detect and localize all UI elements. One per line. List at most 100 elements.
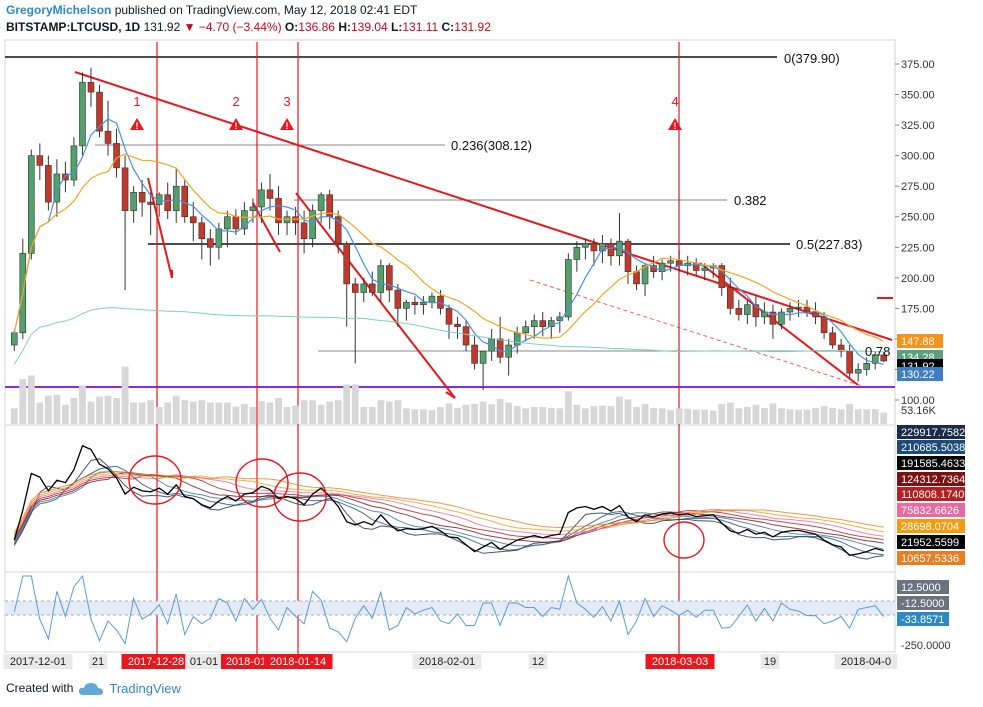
fib-label: 0.236(308.12): [451, 138, 532, 153]
y-tick-label: 350.00: [901, 90, 935, 102]
alert-icon: !: [235, 121, 238, 131]
volume-bar: [27, 375, 35, 424]
alert-icon: [130, 118, 144, 130]
time-label-bg: [121, 654, 191, 669]
volume-bar: [385, 401, 393, 424]
volume-bar: [258, 401, 265, 424]
volume-bar: [292, 405, 299, 424]
candle-body: [172, 185, 180, 211]
volume-bar: [496, 398, 504, 424]
candle-body: [752, 304, 760, 318]
highlight-circle: [128, 455, 182, 505]
candle-body: [258, 189, 265, 208]
time-label-bg: [88, 654, 108, 669]
candle-body: [428, 295, 436, 303]
osc2-badge: [897, 596, 949, 610]
volume-bar: [795, 409, 802, 424]
ribbon-price-line: [13, 444, 884, 556]
marker-number: 1: [133, 94, 140, 109]
volume-bar: [326, 401, 334, 424]
volume-bar: [726, 402, 734, 424]
volume-bar: [300, 400, 308, 424]
volume-bar: [181, 400, 189, 424]
osc-badge-label: 124312.7364: [901, 474, 965, 486]
time-label: 2018-01-14: [270, 656, 326, 668]
candle-body: [377, 265, 385, 293]
candle-body: [394, 289, 402, 309]
time-label: 2017-12-28: [128, 656, 184, 668]
osc-badge: [897, 551, 965, 565]
ribbon-line: [13, 474, 884, 537]
candle-body: [718, 265, 726, 288]
alert-icon: [280, 118, 294, 130]
marker-number: 2: [232, 94, 239, 109]
osc2-badge-label: -12.5000: [901, 598, 944, 610]
time-label-bg: [760, 654, 780, 669]
volume-bar: [283, 407, 291, 424]
volume-bar: [820, 406, 828, 424]
candle-body: [812, 311, 819, 318]
volume-bar: [658, 408, 666, 424]
volume-bar: [684, 408, 692, 424]
volume-bar: [70, 398, 78, 424]
candle-body: [283, 216, 291, 224]
published-text: published on TradingView.com, May 12, 20…: [114, 3, 418, 17]
time-label: 2018-01: [226, 656, 266, 668]
osc-badge-label: 10657.5336: [901, 553, 959, 565]
osc-badge: [897, 535, 965, 549]
volume-bar: [471, 403, 478, 424]
tradingview-cloud-icon: [79, 682, 104, 695]
volume-bar: [616, 396, 623, 424]
author-name[interactable]: GregoryMichelson: [6, 3, 112, 17]
volume-bar: [402, 408, 410, 424]
candle-body: [309, 210, 316, 240]
candle-body: [761, 311, 768, 318]
candle-body: [360, 283, 368, 293]
candle-body: [266, 189, 274, 199]
time-label-bg: [185, 654, 223, 669]
candle-body: [445, 308, 453, 325]
candle-body: [28, 155, 35, 254]
volume-bar: [19, 379, 27, 424]
volume-bar: [624, 399, 632, 424]
volume-bar: [360, 407, 368, 424]
time-label: 01-01: [190, 656, 218, 668]
volume-bar: [581, 408, 589, 424]
volume-bar: [846, 403, 854, 424]
tradingview-link[interactable]: TradingView: [109, 681, 181, 696]
close-value: 131.92: [454, 20, 491, 34]
volume-bar: [547, 407, 555, 424]
ribbon-line: [13, 471, 884, 550]
y-tick-label: 225.00: [901, 242, 935, 254]
candle-body: [582, 243, 589, 248]
volume-bar: [368, 407, 376, 424]
candle-body: [565, 259, 572, 318]
open-value: 136.86: [298, 20, 335, 34]
time-label-bg: [645, 654, 715, 669]
volume-bar: [96, 396, 103, 424]
osc-badge-label: 229917.7582: [901, 427, 965, 439]
arrow-3: [295, 192, 456, 399]
candle-body: [317, 194, 325, 211]
time-label: 12: [532, 656, 544, 668]
osc2-badge-label: -250.0000: [901, 640, 951, 652]
osc2-badge-label: 12.5000: [901, 582, 941, 594]
chart-header: GregoryMichelson published on TradingVie…: [6, 3, 417, 18]
candle-body: [241, 210, 248, 230]
down-arrow-icon: ▼: [183, 20, 196, 34]
candle-body: [121, 167, 129, 211]
volume-bar: [786, 409, 794, 424]
volume-bar: [599, 405, 606, 424]
time-axis[interactable]: 2017-12-01 21 2017-12-28 01-01 2018-01 2018-0…: [3, 654, 898, 669]
osc2-badge-label: -33.8571: [901, 614, 944, 626]
candle-body: [573, 246, 581, 260]
volume-bar: [420, 409, 427, 424]
time-label: 21: [92, 656, 104, 668]
volume-bar: [10, 408, 18, 424]
volume-bar: [590, 406, 598, 424]
volume-bar: [871, 409, 879, 424]
volume-bar: [377, 400, 385, 424]
alert-icon: !: [136, 121, 139, 131]
